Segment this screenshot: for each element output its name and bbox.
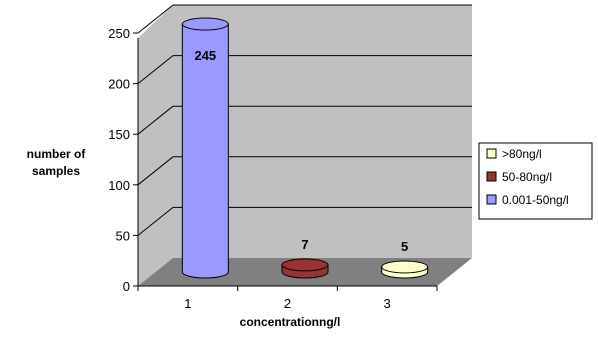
gridline-side: [137, 55, 174, 84]
y-tick-label: 150: [108, 127, 130, 142]
bar: [181, 17, 229, 279]
chart-side-wall: [138, 5, 173, 286]
y-axis-title-line-2: samples: [32, 164, 80, 178]
data-label: 7: [301, 237, 308, 252]
legend-label: >80ng/l: [502, 147, 542, 161]
y-tick-label: 200: [108, 77, 130, 92]
gridline-side: [137, 105, 174, 135]
y-tick-label: 0: [123, 279, 130, 294]
y-tick-label: 50: [116, 228, 130, 243]
bar-top: [281, 258, 329, 272]
bar-top: [181, 17, 229, 31]
y-tick-label: 100: [108, 178, 130, 193]
bar-top: [381, 260, 429, 274]
bar: [381, 260, 429, 279]
x-tick-label: 3: [384, 296, 391, 311]
legend-label: 50-80ng/l: [502, 170, 552, 184]
data-label: 245: [194, 48, 216, 63]
legend-swatch: [486, 148, 497, 159]
y-axis-title-line-1: number of: [27, 147, 87, 161]
x-axis-title: concentrationng/l: [240, 315, 341, 329]
chart-back-wall: [173, 5, 472, 258]
data-label: 5: [401, 239, 408, 254]
bars: [181, 17, 429, 279]
bar-body: [181, 23, 229, 279]
gridline-side: [137, 4, 174, 34]
bar: [281, 258, 329, 279]
legend-label: 0.001-50ng/l: [502, 193, 569, 207]
x-tick-label: 2: [284, 296, 291, 311]
gridline-side: [137, 207, 174, 236]
legend-swatch: [486, 194, 497, 205]
x-tick-label: 1: [184, 296, 191, 311]
legend: >80ng/l 50-80ng/l 0.001-50ng/l: [478, 142, 593, 220]
legend-box: [478, 142, 593, 220]
legend-swatch: [486, 171, 497, 182]
gridline-side: [137, 156, 174, 186]
data-labels: 245 7 5: [194, 48, 408, 254]
x-ticks: 1 2 3: [137, 286, 438, 311]
y-ticks: 0 50 100 150 200 250: [108, 26, 138, 294]
y-tick-label: 250: [108, 26, 130, 41]
